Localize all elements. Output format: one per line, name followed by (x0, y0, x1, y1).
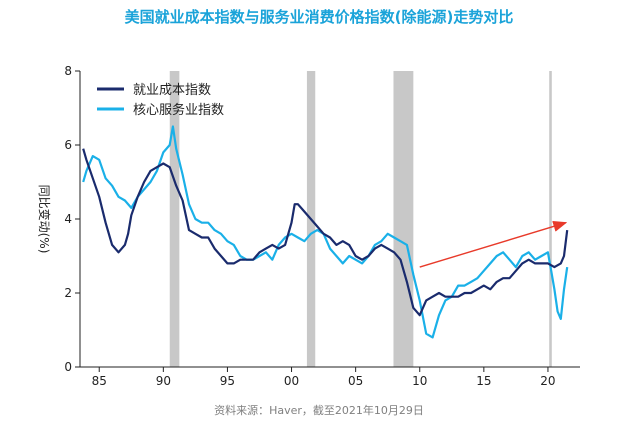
trend-arrow-0 (419, 221, 568, 268)
series (82, 125, 569, 339)
legend-label-0: 就业成本指数 (133, 83, 211, 98)
y-tick-label-4: 8 (64, 64, 72, 78)
y-axis-label: 同比变动(%) (37, 185, 52, 254)
x-tick-label-7: 20 (540, 374, 555, 388)
x-tick-label-0: 85 (92, 374, 107, 388)
recession-band-3 (549, 71, 552, 367)
recession-bands (169, 71, 552, 367)
source-note: 资料来源：Haver，截至2021年10月29日 (214, 404, 424, 417)
x-ticks: 85 90 95 00 05 10 15 20 (92, 367, 556, 388)
legend-label-1: 核心服务业指数 (133, 102, 224, 118)
x-tick-label-5: 10 (412, 374, 427, 388)
x-tick-label-2: 95 (220, 374, 235, 388)
chart-title: 美国就业成本指数与服务业消费价格指数(除能源)走势对比 (124, 8, 514, 26)
recession-band-0 (169, 71, 180, 367)
x-tick-label-3: 00 (284, 374, 299, 388)
y-ticks: 0 2 4 6 8 (64, 64, 80, 374)
series-line-0 (82, 148, 569, 317)
y-tick-label-0: 0 (64, 360, 72, 374)
x-tick-label-4: 05 (348, 374, 363, 388)
x-tick-label-1: 90 (156, 374, 171, 388)
annotations (419, 221, 568, 268)
y-tick-label-3: 6 (64, 138, 72, 152)
y-tick-label-2: 4 (64, 212, 72, 226)
x-tick-label-6: 15 (476, 374, 491, 388)
series-line-1 (82, 125, 569, 339)
recession-band-2 (393, 71, 414, 367)
y-tick-label-1: 2 (64, 286, 72, 300)
